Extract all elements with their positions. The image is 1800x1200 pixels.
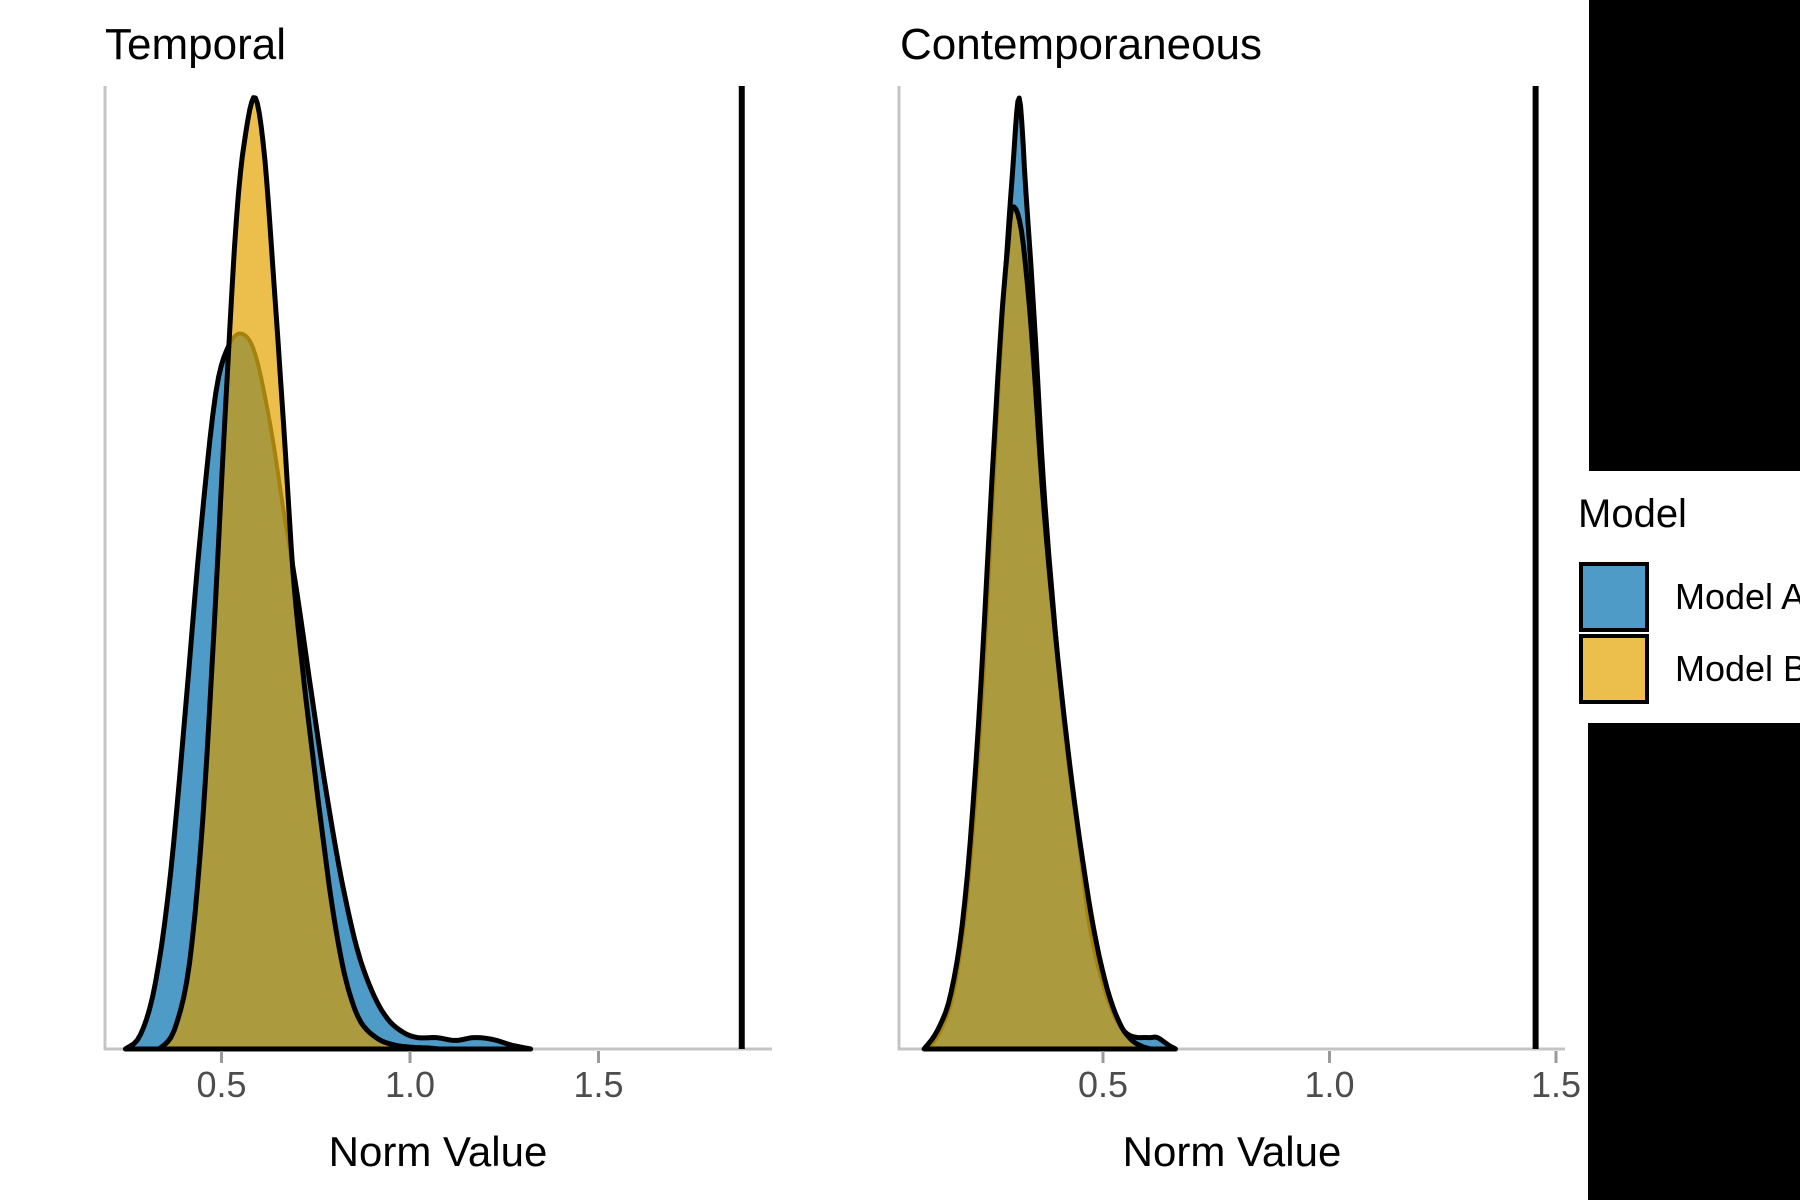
legend-swatch-model-a — [1579, 562, 1649, 632]
x-tick-label-temporal: 1.5 — [573, 1064, 624, 1105]
redaction-box-top — [1589, 0, 1800, 471]
panel-title-temporal: Temporal — [105, 20, 286, 69]
legend-swatch-model-b — [1579, 634, 1649, 704]
x-tick-label-contemporaneous: 1.0 — [1304, 1064, 1355, 1105]
x-axis-title-left: Norm Value — [328, 1128, 548, 1175]
density-temporal-overlap — [159, 333, 441, 1049]
panel-title-contemporaneous: Contemporaneous — [900, 20, 1263, 69]
density-contemporaneous-model-b-outline — [921, 204, 1154, 1052]
density-temporal-model-b-outline — [156, 95, 443, 1052]
redaction-box-bottom — [1588, 723, 1800, 1200]
legend-title: Model — [1578, 492, 1687, 536]
legend-label-model-b: Model B — [1675, 648, 1800, 689]
x-tick-label-contemporaneous: 1.5 — [1530, 1064, 1582, 1105]
x-tick-label-contemporaneous: 0.5 — [1077, 1064, 1129, 1105]
legend-label-model-a: Model A — [1675, 576, 1800, 617]
x-axis-title-right: Norm Value — [1122, 1128, 1342, 1175]
density-contemporaneous-overlap — [927, 206, 1151, 1049]
x-tick-label-temporal: 0.5 — [196, 1064, 247, 1105]
x-tick-label-temporal: 1.0 — [384, 1064, 436, 1105]
